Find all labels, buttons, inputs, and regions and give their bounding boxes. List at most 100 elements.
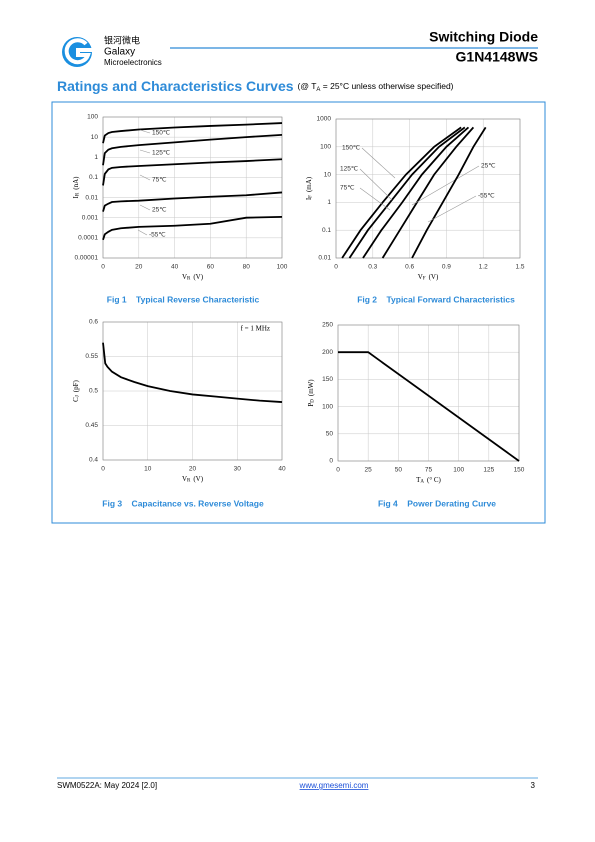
x-tick-label: 10 (144, 466, 152, 473)
series-line (102, 133, 283, 166)
x-tick-label: 0 (101, 264, 105, 271)
series-line (411, 126, 487, 259)
leader-line (137, 229, 148, 236)
footer-url[interactable]: www.gmesemi.com (299, 781, 369, 790)
chart: 0.4 0.45 0.5 0.55 0.6 0 10 20 30 40 f = 1 MHz VR (V)… (72, 319, 286, 509)
y-tick-label: 1 (327, 199, 331, 206)
leader-line (359, 187, 391, 211)
x-tick-label: 0 (101, 466, 105, 473)
axis-label-unit: (V) (193, 475, 203, 483)
series-label: 75℃ (152, 177, 167, 184)
plot-border (337, 324, 520, 462)
x-tick-label: 0 (336, 467, 340, 474)
series-line (102, 191, 283, 212)
y-tick-label: 0.5 (89, 388, 98, 395)
axis-label-sub: F (423, 277, 426, 282)
y-tick-label: 200 (322, 349, 333, 356)
axis-label-unit: (mA) (305, 176, 313, 192)
footer-doc: SWM0522A: May 2024 [2.0] (57, 781, 157, 790)
figure-caption: Fig 1 Typical Reverse Characteristic (107, 294, 260, 304)
y-tick-label: 10 (324, 171, 332, 178)
y-tick-label: 0.4 (89, 457, 98, 464)
section-title: Ratings and Characteristics Curves (57, 78, 294, 94)
x-tick-label: 80 (243, 264, 251, 271)
series-label: 125℃ (340, 166, 359, 173)
y-tick-label: 0.6 (89, 319, 98, 326)
axis-label-main: T (416, 476, 421, 484)
axis-label-unit: (V) (429, 273, 439, 281)
condition: (@ T (298, 81, 317, 91)
axis-label: CJ (pF) (72, 379, 81, 401)
x-tick-label: 1.2 (479, 264, 488, 271)
y-tick-label: 0.001 (82, 214, 99, 221)
annotation: f = 1 MHz (241, 325, 270, 333)
logo-name: Galaxy (104, 47, 135, 58)
y-tick-label: 250 (322, 322, 333, 329)
leader-line (359, 168, 393, 201)
axis-label: IF (mA) (305, 176, 314, 200)
axis-label-sub: J (76, 395, 81, 397)
axis-label-sub: R (187, 479, 191, 484)
series-line (348, 126, 466, 259)
series-label: 25℃ (481, 163, 496, 170)
axis-label-unit: (V) (193, 273, 203, 281)
y-tick-label: 1000 (317, 116, 332, 123)
plot-border (335, 118, 521, 259)
leader-line (411, 165, 480, 206)
axis-label: TA (° C) (416, 476, 441, 485)
figure-caption: Fig 4 Power Derating Curve (378, 498, 496, 508)
section-heading: Ratings and Characteristics Curves (@ TA … (57, 78, 454, 94)
series-label: 150℃ (152, 130, 171, 137)
series-label: -55℃ (149, 232, 166, 239)
axis-label-unit: (nA) (72, 176, 80, 190)
y-tick-label: 100 (322, 403, 333, 410)
x-tick-label: 0.6 (405, 264, 414, 271)
axis-label: VF (V) (418, 273, 439, 282)
plot-area (336, 119, 520, 258)
plot-area (103, 117, 282, 258)
axis-label-main: V (418, 273, 423, 281)
condition: = 25°C unless otherwise specified) (320, 81, 453, 91)
axis-label-unit: (° C) (427, 476, 442, 484)
y-tick-label: 150 (322, 376, 333, 383)
x-tick-label: 30 (234, 466, 242, 473)
axis-label-main: I (72, 195, 80, 198)
x-tick-label: 20 (189, 466, 197, 473)
figure-caption: Fig 3 Capacitance vs. Reverse Voltage (102, 498, 264, 508)
axis-label: IR (nA) (72, 176, 81, 199)
chart: 0 50 100 150 200 250 0 25 50 75 100 125 150 TA (° C) PD… (307, 322, 525, 509)
leader-line (139, 204, 151, 211)
x-tick-label: 100 (453, 467, 464, 474)
logo-sub: Microelectronics (104, 58, 162, 67)
y-tick-label: 0.0001 (78, 235, 98, 242)
leader-line (361, 147, 396, 179)
axis-label-main: P (307, 403, 315, 407)
chart: 0.01 0.1 1 10 100 1000 0 0.3 0.6 0.9 1.2 1.5 150℃ 125… (305, 116, 525, 305)
x-tick-label: 0.3 (368, 264, 377, 271)
y-tick-label: 0.01 (85, 194, 98, 201)
axis-label-unit: (pF) (72, 379, 80, 392)
x-tick-label: 150 (514, 467, 525, 474)
leader-line (427, 195, 477, 223)
product-type: Switching Diode (429, 29, 538, 45)
axis-label: PD (mW) (307, 379, 316, 407)
axis-label: VR (V) (182, 475, 204, 484)
series-line (341, 126, 462, 259)
series-label: 125℃ (152, 150, 171, 157)
series-line (338, 351, 520, 462)
axis-label: VR (V) (182, 273, 204, 282)
y-tick-label: 0.1 (322, 227, 331, 234)
chart: 0.00001 0.0001 0.001 0.01 0.1 1 10 100 0 20 40 60 80… (72, 114, 288, 305)
x-tick-label: 25 (365, 467, 373, 474)
axis-label-sub: D (311, 399, 316, 403)
y-tick-label: 0.1 (89, 174, 98, 181)
condition-sub: A (316, 87, 320, 93)
x-tick-label: 20 (135, 264, 143, 271)
logo (62, 37, 93, 67)
figure-frame (51, 101, 546, 524)
leader-line (139, 174, 151, 181)
series-label: 150℃ (342, 145, 361, 152)
leader-line (139, 149, 151, 154)
